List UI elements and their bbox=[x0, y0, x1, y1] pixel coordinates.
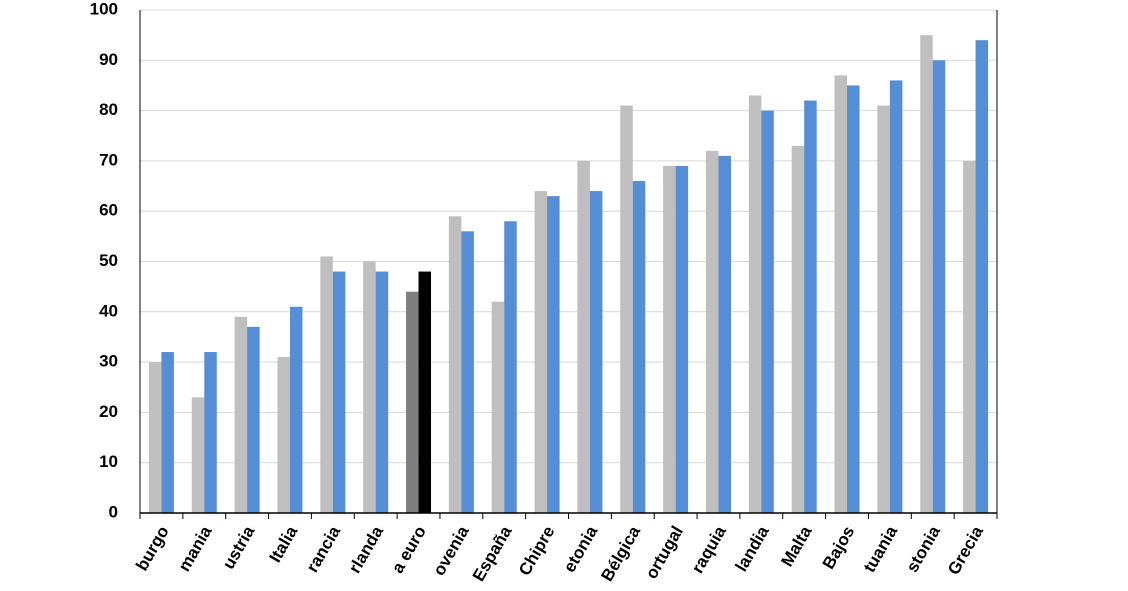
x-tick-label: landia bbox=[732, 522, 773, 575]
bar bbox=[963, 160, 976, 513]
bar bbox=[418, 271, 432, 513]
bar bbox=[620, 105, 633, 513]
bar bbox=[663, 165, 676, 513]
bar bbox=[932, 60, 946, 514]
bar bbox=[547, 196, 560, 514]
x-tick-label: Grecia bbox=[944, 522, 987, 578]
y-tick-label: 20 bbox=[99, 402, 118, 421]
bar bbox=[920, 35, 933, 514]
bar bbox=[804, 100, 817, 513]
bar bbox=[589, 191, 603, 513]
x-tick-label: ortugal bbox=[642, 523, 687, 582]
y-tick-label: 10 bbox=[99, 452, 118, 471]
bar bbox=[247, 326, 260, 513]
bar bbox=[320, 256, 333, 513]
bar bbox=[148, 362, 162, 513]
bar bbox=[889, 80, 903, 514]
x-tick-label: rancia bbox=[303, 522, 345, 575]
x-tick-label: Malta bbox=[777, 522, 815, 570]
x-tick-label: Bajos bbox=[819, 523, 859, 573]
bar bbox=[877, 105, 890, 513]
bar bbox=[277, 357, 290, 513]
bar bbox=[847, 85, 860, 513]
x-tick-label: mania bbox=[175, 522, 216, 575]
bar bbox=[363, 261, 376, 513]
bar bbox=[705, 150, 719, 513]
bar bbox=[448, 216, 462, 514]
bar bbox=[675, 165, 689, 513]
bar bbox=[577, 160, 590, 513]
bar bbox=[534, 191, 548, 513]
bar bbox=[791, 145, 805, 513]
x-tick-label: tuania bbox=[860, 522, 902, 575]
bar bbox=[289, 306, 303, 513]
y-tick-label: 60 bbox=[99, 201, 118, 220]
bar bbox=[191, 397, 205, 513]
y-tick-label: 90 bbox=[99, 50, 118, 69]
x-tick-label: ovenia bbox=[429, 522, 473, 579]
y-tick-label: 50 bbox=[99, 251, 118, 270]
x-tick-label: burgo bbox=[132, 523, 173, 574]
bar bbox=[491, 301, 505, 513]
x-tick-label: Bélgica bbox=[597, 522, 644, 584]
bar bbox=[504, 221, 517, 513]
y-tick-label: 40 bbox=[99, 301, 118, 320]
x-tick-label: rlanda bbox=[345, 522, 387, 576]
x-tick-label: stonia bbox=[903, 522, 945, 575]
bar bbox=[834, 75, 848, 513]
bar bbox=[161, 352, 174, 513]
x-tick-label: etonia bbox=[560, 522, 602, 575]
y-tick-label: 70 bbox=[99, 150, 118, 169]
bar bbox=[975, 40, 989, 514]
x-tick-label: Chipre bbox=[515, 523, 558, 579]
bar bbox=[748, 95, 762, 513]
y-tick-label: 0 bbox=[109, 502, 118, 521]
x-tick-label: a euro bbox=[388, 523, 430, 577]
bar bbox=[761, 110, 774, 513]
y-tick-label: 100 bbox=[90, 0, 118, 18]
bar bbox=[332, 271, 346, 513]
y-tick-label: 30 bbox=[99, 352, 118, 371]
bar bbox=[406, 291, 419, 513]
x-tick-label: raquia bbox=[688, 522, 730, 576]
x-tick-label: ustria bbox=[219, 522, 259, 572]
bar bbox=[632, 181, 646, 513]
bar bbox=[461, 231, 474, 513]
bar bbox=[718, 155, 731, 513]
x-tick-label: Italia bbox=[265, 522, 301, 566]
y-tick-label: 80 bbox=[99, 100, 118, 119]
x-tick-label: España bbox=[469, 522, 516, 584]
bar bbox=[234, 316, 248, 513]
bar bbox=[375, 271, 389, 513]
bar bbox=[204, 352, 217, 513]
